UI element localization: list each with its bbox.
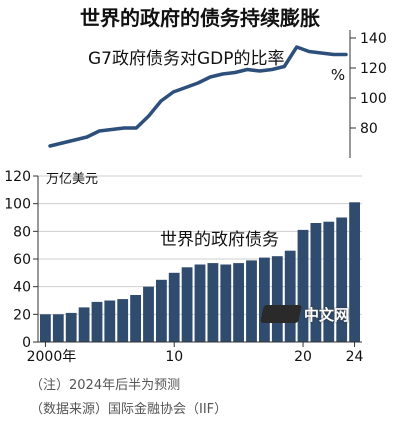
bar-chart: 120 100 80 60 40 20 0 2000年 10 20 24 万亿美元 世界的政府债务: [4, 169, 363, 365]
bar: [259, 257, 270, 342]
bar: [117, 299, 129, 342]
bar-chart-y-tick-label: 80: [13, 224, 31, 240]
bar: [310, 223, 322, 342]
line-chart-tick-label: 120: [360, 61, 387, 77]
bar-chart-x-tick-label: 2000年: [27, 349, 77, 365]
bar: [233, 263, 244, 342]
bar: [65, 312, 77, 342]
bar: [271, 256, 283, 342]
bar: [246, 260, 257, 342]
bar: [78, 307, 90, 342]
bar: [284, 250, 296, 342]
line-chart-ticks: 140 120 100 80: [350, 31, 387, 137]
bar: [104, 300, 116, 342]
bar-chart-y-tick-label: 60: [13, 252, 31, 268]
footnote-source: （数据来源）国际金融协会（IIF）: [30, 402, 228, 417]
line-chart: 140 120 100 80 G7政府债务对GDP的比率 %: [48, 30, 387, 158]
bar-chart-x-tick-label: 10: [165, 349, 183, 365]
nikkei-logo-icon: [260, 305, 302, 323]
bar: [194, 264, 206, 342]
bar: [336, 217, 348, 342]
bar: [52, 314, 64, 342]
line-chart-tick-label: 140: [360, 31, 387, 47]
watermark: 中文网: [260, 302, 358, 326]
bar-chart-x-tick-label: 24: [346, 349, 364, 365]
bar: [220, 264, 232, 342]
bar-chart-y-tick-label: 120: [4, 169, 31, 185]
bar: [168, 272, 180, 342]
watermark-text: 中文网: [304, 305, 350, 324]
chart-title: 世界的政府的债务持续膨胀: [80, 6, 320, 30]
bar-chart-x-ticks: 2000年 10 20 24: [27, 342, 364, 365]
bar: [323, 221, 335, 342]
bar: [91, 301, 103, 342]
bar-chart-x-tick-label: 20: [294, 349, 312, 365]
bar: [143, 286, 154, 342]
line-chart-unit: %: [331, 66, 345, 84]
line-series: [48, 45, 348, 148]
bar-chart-y-tick-label: 0: [22, 335, 31, 351]
bar: [156, 279, 167, 343]
bar-chart-bars: [40, 202, 360, 343]
footnote-forecast: （注）2024年后半为预测: [30, 378, 181, 393]
bar: [207, 263, 219, 342]
line-chart-label: G7政府债务对GDP的比率: [88, 49, 285, 69]
bar: [349, 202, 360, 342]
bar-chart-y-ticks: 120 100 80 60 40 20 0: [4, 169, 38, 351]
bar: [40, 314, 51, 342]
line-chart-tick-label: 100: [360, 91, 387, 107]
bar-chart-y-tick-label: 100: [4, 197, 31, 213]
bar-chart-unit: 万亿美元: [46, 172, 98, 187]
bar-chart-label: 世界的政府债务: [160, 230, 279, 250]
line-chart-tick-label: 80: [360, 121, 378, 137]
bar-chart-y-tick-label: 40: [13, 280, 31, 296]
bar: [297, 229, 309, 342]
bar: [130, 295, 141, 342]
bar: [181, 267, 193, 342]
bar-chart-y-tick-label: 20: [13, 307, 31, 323]
